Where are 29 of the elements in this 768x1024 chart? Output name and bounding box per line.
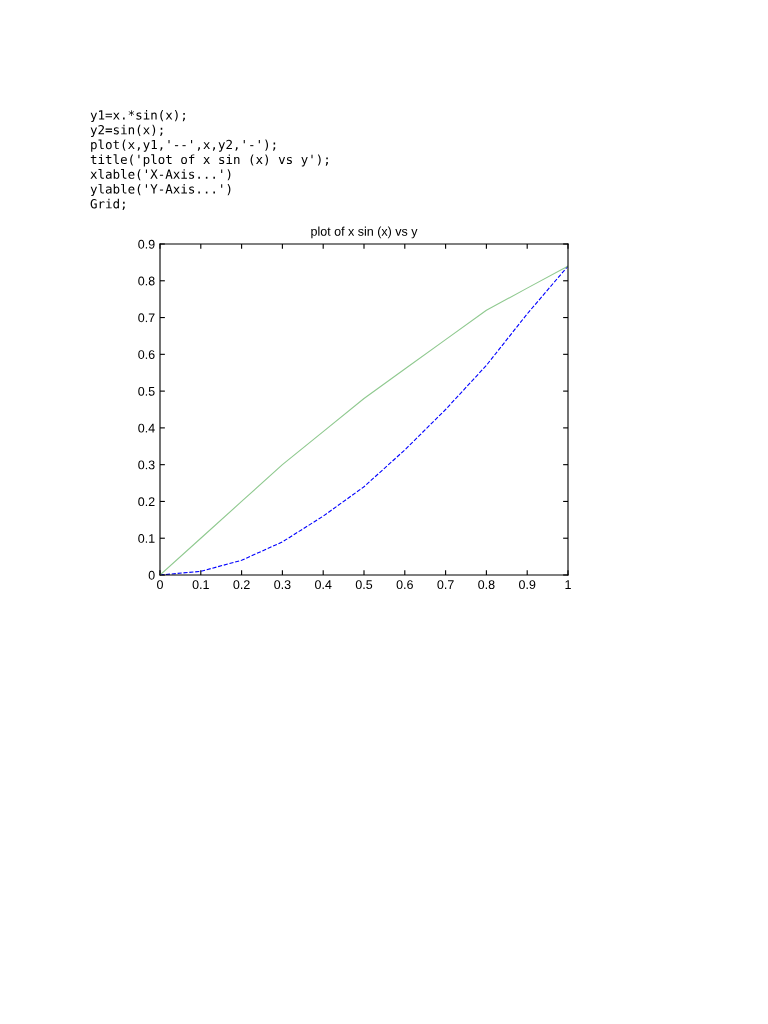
x-tick-label: 0.9 (519, 580, 536, 590)
y-tick-label: 0.2 (138, 497, 155, 507)
text: plot(x,y1,'--',x,y2,'-'); (91, 139, 276, 152)
y-tick-label: 0.9 (138, 239, 155, 249)
text: xlable('X-Axis...') (90, 169, 231, 181)
x-tick-label: 0.3 (274, 580, 291, 590)
text: y2=sin(x); (90, 124, 163, 137)
y-tick-label: 0.8 (138, 276, 155, 286)
chart-title: plot of x sin (x) vs y (311, 226, 418, 239)
y-tick-label: 0.3 (138, 460, 155, 470)
y-tick-label: 0.4 (138, 423, 155, 433)
y-tick-label: 0.5 (138, 386, 155, 396)
y-tick-label: 0.6 (138, 350, 155, 359)
x-tick-label: 0.4 (315, 580, 332, 590)
x-tick-label: 0.1 (192, 580, 209, 590)
text: y1=x.*sin(x); (90, 109, 185, 123)
x-tick-label: 0.6 (396, 580, 413, 590)
y-tick-label: 0.1 (138, 534, 155, 543)
x-tick-label: 1 (565, 580, 571, 589)
x-tick-label: 0.2 (233, 580, 250, 590)
text: title('plot of x sin (x) vs y'); (90, 154, 328, 167)
x-tick-label: 0.8 (478, 580, 495, 590)
x-tick-label: 0 (157, 580, 163, 590)
x-tick-label: 0.7 (437, 580, 454, 590)
y-tick-label: 0.7 (138, 313, 155, 323)
y-tick-label: 0 (148, 570, 155, 580)
text: Grid; (90, 198, 125, 211)
text: ylable('Y-Axis...') (90, 183, 231, 197)
x-tick-label: 0.5 (355, 580, 373, 590)
